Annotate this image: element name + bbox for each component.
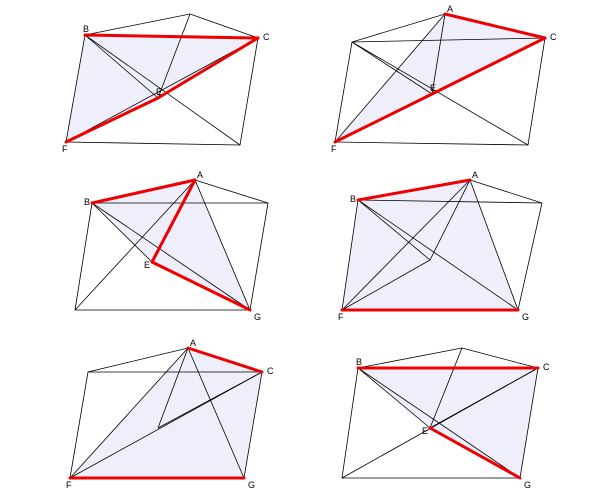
label-G: G bbox=[254, 312, 261, 322]
label-F: F bbox=[66, 480, 72, 490]
panel-p4: A B F G bbox=[338, 170, 542, 322]
label-A: A bbox=[447, 4, 453, 14]
label-B: B bbox=[356, 357, 362, 367]
label-C: C bbox=[267, 366, 274, 376]
fill-region bbox=[70, 348, 262, 478]
label-E: E bbox=[422, 426, 428, 436]
label-F: F bbox=[331, 144, 337, 154]
fill-region bbox=[335, 14, 545, 142]
panel-p1: B C E F bbox=[62, 14, 270, 154]
label-B: B bbox=[350, 194, 356, 204]
label-B: B bbox=[84, 197, 90, 207]
label-A: A bbox=[472, 170, 478, 180]
fill-region bbox=[92, 180, 250, 310]
label-C: C bbox=[263, 32, 270, 42]
fill-region bbox=[358, 368, 538, 478]
label-B: B bbox=[83, 24, 89, 34]
panel-p3: A B E G bbox=[75, 170, 268, 322]
label-E: E bbox=[430, 83, 436, 93]
panel-p5: A C F G bbox=[66, 338, 274, 490]
panel-p2: A C E F bbox=[331, 4, 557, 154]
label-G: G bbox=[524, 480, 531, 490]
label-A: A bbox=[197, 170, 203, 180]
label-C: C bbox=[543, 362, 550, 372]
label-E: E bbox=[156, 87, 162, 97]
label-G: G bbox=[522, 312, 529, 322]
label-E: E bbox=[144, 260, 150, 270]
label-F: F bbox=[338, 312, 344, 322]
label-F: F bbox=[62, 144, 68, 154]
label-C: C bbox=[550, 32, 557, 42]
label-G: G bbox=[248, 480, 255, 490]
diagram-grid: B C E F A C E F A B E G A B F G A C F G B C E G bbox=[0, 0, 600, 500]
panel-p6: B C E G bbox=[342, 348, 550, 490]
label-A: A bbox=[190, 338, 196, 348]
